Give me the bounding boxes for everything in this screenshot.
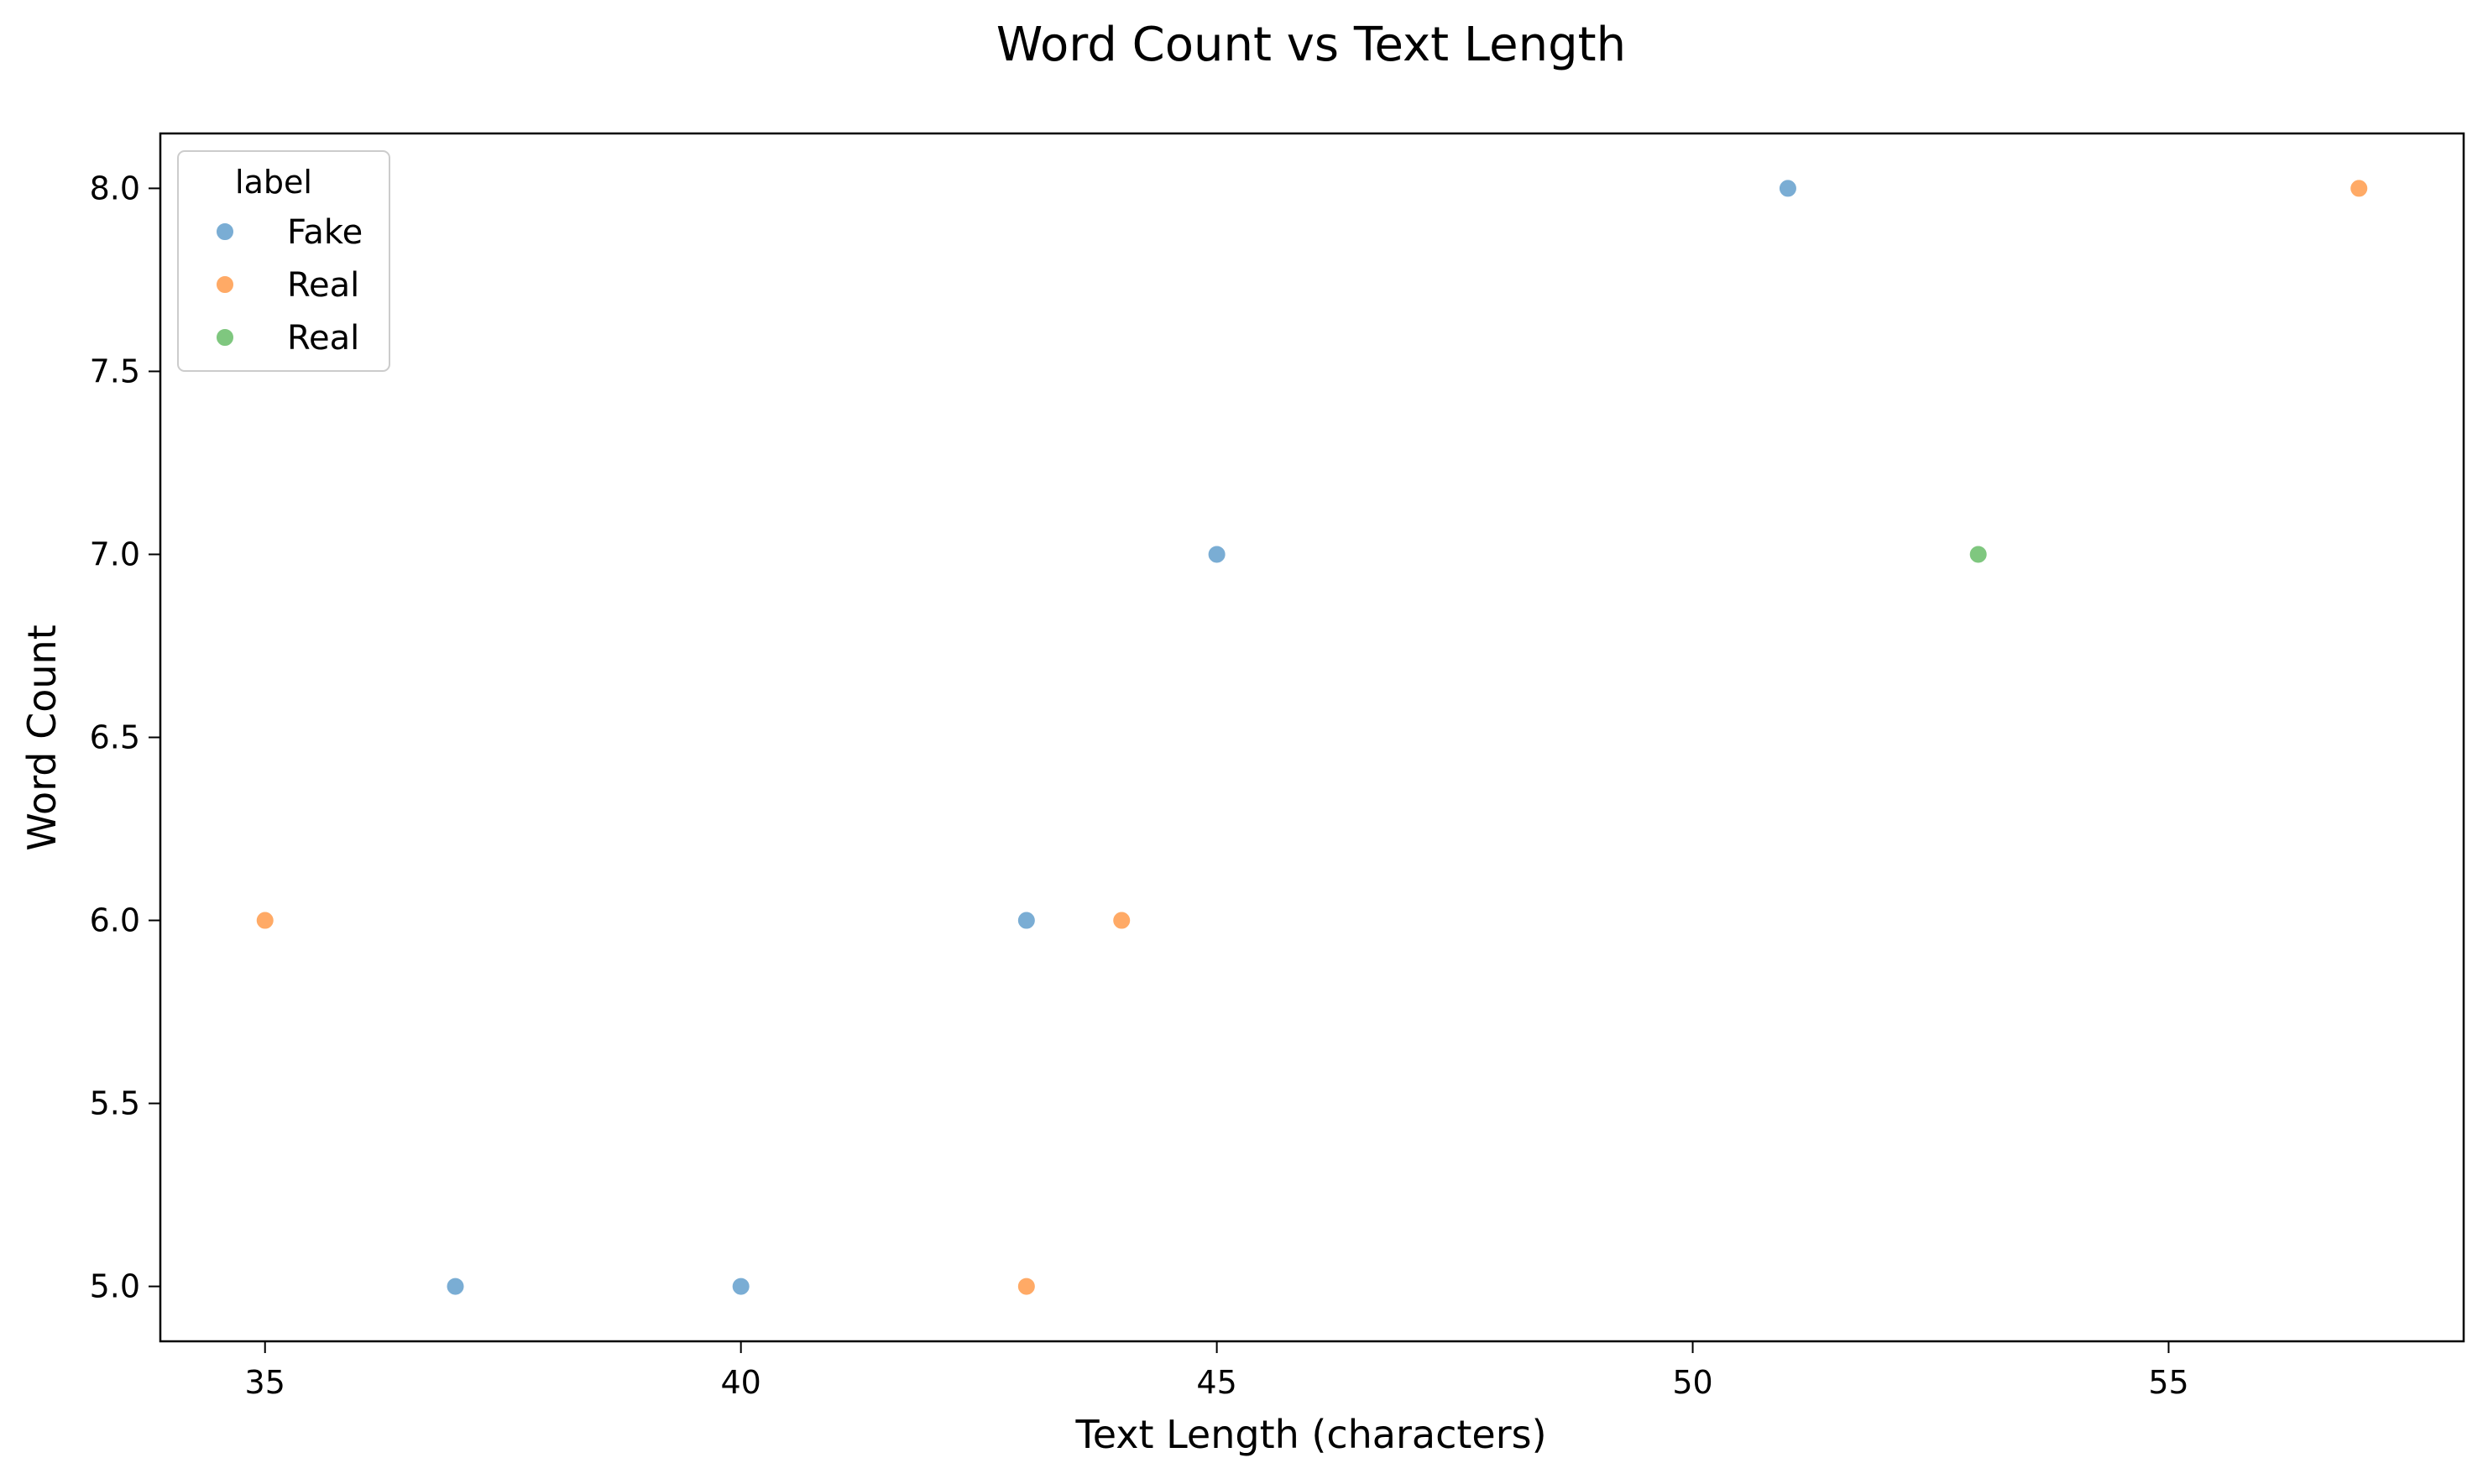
data-point-fake-1 [730, 1276, 751, 1297]
data-point-fake-1 [1206, 544, 1227, 565]
y-tick-label: 5.5 [90, 1085, 140, 1122]
y-tick-label: 8.0 [90, 170, 140, 206]
legend-title: label [235, 164, 312, 201]
data-point-fake-1 [445, 1276, 466, 1297]
legend-box [177, 150, 390, 372]
x-tick-label: 35 [245, 1364, 285, 1401]
data-point-fake-1 [1016, 910, 1037, 931]
legend-marker-3 [215, 327, 235, 347]
x-tick-label: 45 [1196, 1364, 1236, 1401]
data-point-real-2 [254, 910, 275, 931]
legend: label Fake Real Real [177, 150, 390, 372]
data-point-fake-1 [1777, 178, 1798, 199]
x-tick-label: 50 [1672, 1364, 1712, 1401]
x-tick-label: 40 [720, 1364, 761, 1401]
chart-title: Word Count vs Text Length [996, 18, 1626, 72]
data-point-real-2 [1016, 1276, 1037, 1297]
legend-label-2: Real [287, 266, 359, 305]
x-tick-label: 55 [2148, 1364, 2188, 1401]
y-tick-label: 7.5 [90, 353, 140, 389]
x-axis-label: Text Length (characters) [1074, 1412, 1546, 1457]
y-tick-label: 6.5 [90, 719, 140, 756]
legend-label-3: Real [287, 319, 359, 358]
y-tick-label: 5.0 [90, 1268, 140, 1305]
data-point-real-2 [1111, 910, 1132, 931]
legend-marker-2 [215, 274, 235, 295]
y-tick-label: 6.0 [90, 902, 140, 939]
data-point-real-2 [2349, 178, 2370, 199]
y-tick-label: 7.0 [90, 536, 140, 572]
legend-label-1: Fake [287, 213, 363, 252]
legend-marker-1 [215, 222, 235, 242]
plot-area: 35 40 45 50 55 5.0 5.5 6.0 6.5 7.0 7.5 8.0 [90, 132, 2465, 1401]
data-point-real-3 [1968, 544, 1989, 565]
plot-frame [159, 132, 2465, 1343]
y-axis-label: Word Count [19, 624, 65, 850]
